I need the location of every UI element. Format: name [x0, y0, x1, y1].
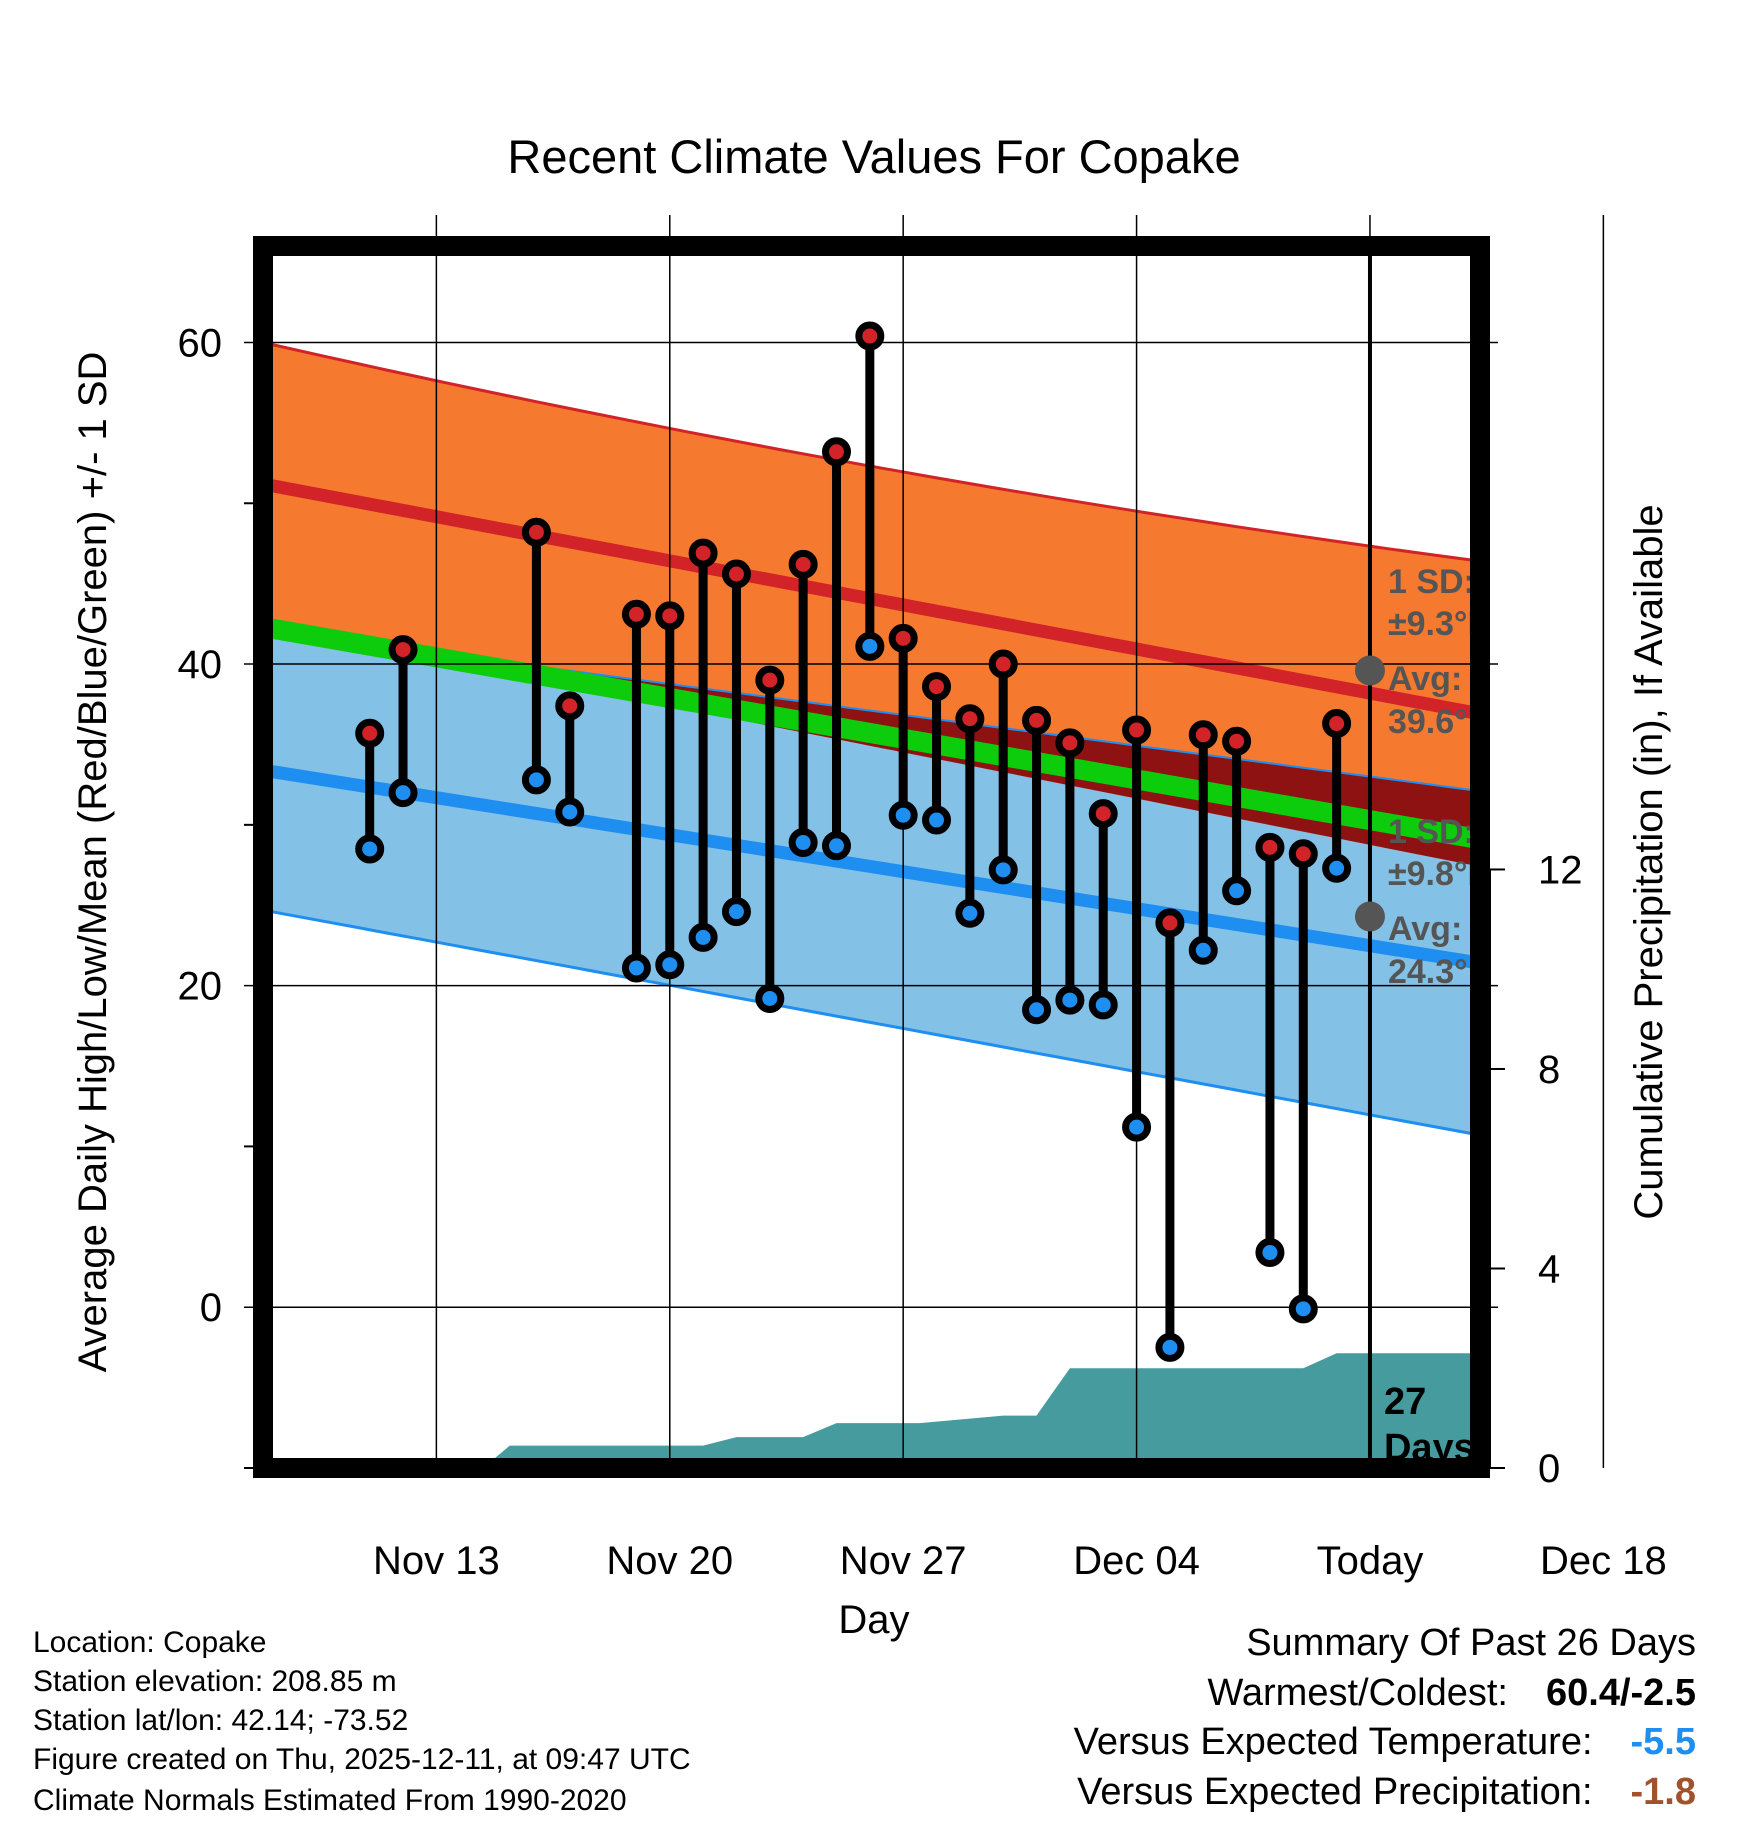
- obs-high-point: [1288, 839, 1318, 869]
- obs-low-point: [988, 855, 1018, 885]
- obs-low-point: [1022, 995, 1052, 1025]
- obs-low-point: [888, 800, 918, 830]
- obs-high-point: [1055, 728, 1085, 758]
- obs-high-point: [955, 704, 985, 734]
- x-tick-label: Nov 13: [373, 1539, 500, 1583]
- obs-high-point: [922, 672, 952, 702]
- obs-high-point: [521, 517, 551, 547]
- obs-low-point: [721, 897, 751, 927]
- y-right-tick-label: 0: [1538, 1447, 1560, 1491]
- obs-low-point: [355, 834, 385, 864]
- summary-temp-label: Versus Expected Temperature:: [1073, 1721, 1593, 1763]
- obs-high-point: [621, 599, 651, 629]
- obs-low-point: [1088, 990, 1118, 1020]
- low-sd-label: 1 SD:: [1388, 813, 1475, 851]
- obs-low-point: [521, 765, 551, 795]
- info-location: Location: Copake: [33, 1626, 267, 1659]
- x-tick-label: Nov 27: [840, 1539, 967, 1583]
- y-tick-label: 0: [200, 1286, 222, 1330]
- summary-temp-value: -5.5: [1630, 1721, 1696, 1763]
- info-latlon: Station lat/lon: 42.14; -73.52: [33, 1704, 409, 1737]
- plot-frame: [253, 236, 1490, 1478]
- y-right-tick-label: 12: [1538, 848, 1583, 892]
- days-label-number: 27: [1384, 1381, 1426, 1423]
- obs-low-point: [821, 831, 851, 861]
- obs-low-point: [1222, 876, 1252, 906]
- normal-mean-line: [263, 617, 1480, 850]
- obs-high-point: [1188, 720, 1218, 750]
- obs-high-point: [721, 559, 751, 589]
- summary-warmest-row: Warmest/Coldest: 60.4/-2.5: [1207, 1673, 1696, 1713]
- obs-low-point: [855, 631, 885, 661]
- obs-high-point: [555, 691, 585, 721]
- info-created: Figure created on Thu, 2025-12-11, at 09…: [33, 1743, 691, 1776]
- high-avg-label: Avg:: [1388, 660, 1462, 698]
- obs-high-point: [1322, 709, 1352, 739]
- obs-low-point: [788, 828, 818, 858]
- x-tick-label: Nov 20: [606, 1539, 733, 1583]
- y-right-tick-label: 8: [1538, 1048, 1560, 1092]
- obs-high-point: [355, 718, 385, 748]
- obs-low-point: [1122, 1112, 1152, 1142]
- high-sd-label: 1 SD:: [1388, 563, 1475, 601]
- x-axis-label: Day: [838, 1598, 909, 1642]
- obs-high-point: [1155, 908, 1185, 938]
- obs-high-point: [988, 649, 1018, 679]
- obs-high-point: [688, 538, 718, 568]
- info-normals: Climate Normals Estimated From 1990-2020: [33, 1784, 627, 1817]
- y-tick-label: 40: [178, 643, 223, 687]
- obs-high-point: [788, 549, 818, 579]
- high-avg-marker: [1354, 655, 1385, 686]
- summary-title: Summary Of Past 26 Days: [1246, 1622, 1696, 1664]
- normal-low-line: [263, 763, 1480, 970]
- obs-high-point: [1255, 832, 1285, 862]
- summary-precip-label: Versus Expected Precipitation:: [1077, 1771, 1593, 1813]
- y-right-axis-label: Cumulative Precipitation (in), If Availa…: [1627, 504, 1671, 1219]
- obs-low-point: [1322, 853, 1352, 883]
- low-sd-lower-line: [263, 908, 1480, 1137]
- summary-precip-value: -1.8: [1630, 1771, 1696, 1813]
- obs-high-point: [1222, 726, 1252, 756]
- obs-low-point: [555, 797, 585, 827]
- obs-high-point: [821, 437, 851, 467]
- y-tick-label: 60: [178, 321, 223, 365]
- obs-high-point: [1122, 715, 1152, 745]
- chart-title: Recent Climate Values For Copake: [507, 130, 1240, 183]
- obs-low-point: [1255, 1238, 1285, 1268]
- obs-low-point: [755, 983, 785, 1013]
- obs-high-point: [755, 665, 785, 695]
- y-axis-label: Average Daily High/Low/Mean (Red/Blue/Gr…: [71, 352, 115, 1373]
- obs-low-point: [1288, 1294, 1318, 1324]
- obs-low-point: [688, 922, 718, 952]
- obs-low-point: [1055, 985, 1085, 1015]
- obs-low-point: [1188, 935, 1218, 965]
- precip-area: [263, 1353, 1480, 1468]
- x-tick-label: Dec 18: [1540, 1539, 1667, 1583]
- obs-high-point: [1088, 799, 1118, 829]
- info-elevation: Station elevation: 208.85 m: [33, 1665, 397, 1698]
- obs-high-point: [655, 601, 685, 631]
- obs-high-point: [888, 623, 918, 653]
- obs-high-point: [1022, 705, 1052, 735]
- summary-warmest-value: 60.4/-2.5: [1546, 1672, 1696, 1714]
- obs-low-point: [922, 805, 952, 835]
- obs-high-point: [855, 321, 885, 351]
- obs-low-point: [655, 950, 685, 980]
- obs-low-point: [388, 778, 418, 808]
- x-tick-label: Today: [1317, 1539, 1424, 1583]
- y-right-tick-label: 4: [1538, 1247, 1560, 1291]
- obs-low-point: [621, 953, 651, 983]
- obs-high-point: [388, 635, 418, 665]
- x-tick-label: Dec 04: [1073, 1539, 1200, 1583]
- low-avg-label: Avg:: [1388, 910, 1462, 948]
- summary-temp-row: Versus Expected Temperature: -5.5: [1074, 1722, 1696, 1762]
- obs-low-point: [1155, 1332, 1185, 1362]
- summary-warmest-label: Warmest/Coldest:: [1207, 1672, 1508, 1714]
- summary-precip-row: Versus Expected Precipitation: -1.8: [1077, 1772, 1696, 1812]
- obs-low-point: [955, 898, 985, 928]
- y-tick-label: 20: [178, 965, 223, 1009]
- low-avg-marker: [1354, 901, 1385, 932]
